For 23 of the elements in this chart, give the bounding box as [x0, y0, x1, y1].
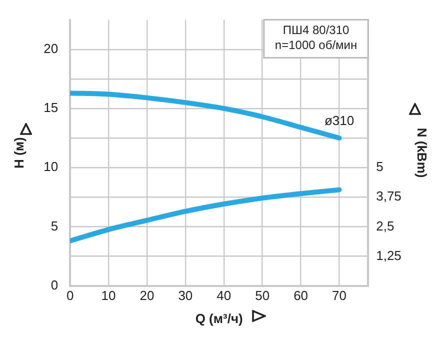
y2-tick-label: 5: [376, 159, 384, 174]
annotation: ø310: [324, 113, 354, 128]
annotation: n=1000 об/мин: [274, 38, 358, 52]
y2-tick-label: 3,75: [376, 188, 402, 204]
x-tick-label: 0: [66, 288, 74, 304]
y2-tick-label: 1,25: [376, 248, 402, 263]
x-tick-label: 30: [178, 288, 193, 304]
y-tick-label: 0: [50, 277, 58, 292]
x-tick-label: 70: [332, 288, 346, 304]
x-axis-title: Q (м³/ч): [195, 310, 243, 326]
y-tick-label: 15: [44, 100, 58, 116]
y2-axis-title: N (kBm): [414, 128, 430, 178]
x-tick-label: 60: [294, 288, 308, 304]
y-tick-label: 20: [44, 40, 58, 56]
y-axis-title: H (м): [11, 137, 26, 168]
x-tick-label: 10: [101, 288, 116, 304]
y-tick-label: 10: [44, 159, 58, 174]
x-tick-label: 20: [140, 288, 154, 304]
annotation: ПШ4 80/310: [282, 23, 350, 38]
x-tick-label: 50: [255, 288, 270, 304]
x-tick-label: 40: [216, 288, 232, 304]
y2-tick-label: 2,5: [376, 218, 394, 234]
y-tick-label: 5: [50, 218, 58, 234]
